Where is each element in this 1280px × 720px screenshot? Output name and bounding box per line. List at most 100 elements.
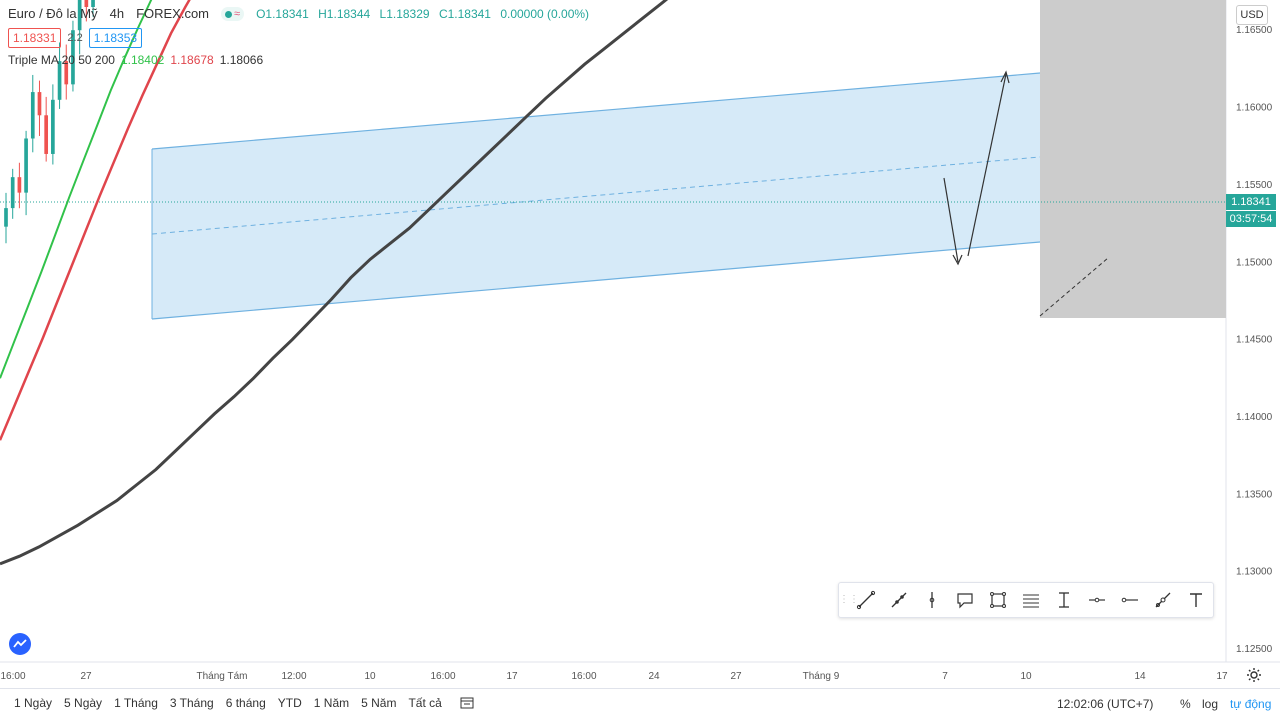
- callout-icon[interactable]: [948, 585, 981, 615]
- spread-value: 2.2: [67, 32, 83, 44]
- close-value: C1.18341: [438, 7, 491, 21]
- price-tick-label: 1.16500: [1236, 25, 1273, 36]
- range-button[interactable]: 3 Tháng: [169, 696, 214, 710]
- tradingview-logo-icon[interactable]: [9, 633, 31, 655]
- candles: [4, 0, 95, 244]
- time-tick-label: 10: [1020, 671, 1032, 682]
- channel-top-line[interactable]: [151, 72, 1041, 150]
- ohlc-values: O1.18341 H1.18344 L1.18329 C1.18341 0.00…: [256, 6, 595, 22]
- time-tick-label: 10: [364, 671, 376, 682]
- fib-trend-dashed-line: [1039, 257, 1109, 317]
- symbol-name[interactable]: Euro / Đô la Mỹ: [8, 6, 98, 21]
- ma200-line: [0, 0, 669, 566]
- range-button[interactable]: 5 Ngày: [64, 696, 103, 710]
- candle-body: [77, 0, 82, 31]
- settings-gear-icon[interactable]: [1246, 667, 1262, 688]
- range-button[interactable]: 1 Tháng: [114, 696, 158, 710]
- time-tick-label: 24: [648, 671, 660, 682]
- time-tick-label: 14: [1134, 671, 1146, 682]
- time-axis-labels: 16:00 27 Tháng Tám 12:00 10 16:00 17 16:00 24 27 T…: [0, 671, 1228, 682]
- candle-body: [57, 61, 62, 100]
- parallel-channel-icon[interactable]: [1014, 585, 1047, 615]
- range-buttons: 1 Ngày 5 Ngày 1 Tháng 3 Tháng 6 tháng YT…: [14, 696, 454, 710]
- last-price-label: 1.18341: [1226, 194, 1276, 210]
- market-status-badge[interactable]: ≈: [221, 7, 245, 21]
- projection-arrow-down[interactable]: [943, 177, 959, 263]
- brush-icon[interactable]: [1146, 585, 1179, 615]
- candle-body: [4, 208, 8, 227]
- ma20-value: 1.18402: [120, 53, 165, 67]
- candle-body: [51, 99, 55, 154]
- range-button[interactable]: 1 Năm: [313, 696, 350, 710]
- bottom-toolbar: 1 Ngày 5 Ngày 1 Tháng 3 Tháng 6 tháng YT…: [0, 688, 1280, 720]
- candle-body: [91, 0, 95, 7]
- projection-arrow-up[interactable]: [967, 73, 1007, 257]
- price-axis-labels: 1.205001.200001.195001.190001.185001.180…: [1236, 25, 1273, 655]
- price-tick-label: 1.14500: [1236, 335, 1273, 346]
- drawing-toolbar: ⋮⋮: [838, 582, 1214, 618]
- time-tick-label: 16:00: [430, 671, 455, 682]
- buy-button[interactable]: 1.18353: [88, 28, 143, 48]
- high-value: H1.18344: [318, 7, 371, 21]
- time-tick-label: Tháng 9: [803, 671, 840, 682]
- projection-arrowhead-down: [952, 254, 963, 266]
- channel-bottom-line[interactable]: [151, 241, 1041, 320]
- drag-handle-icon[interactable]: ⋮⋮: [839, 594, 859, 605]
- horizontal-ray-icon[interactable]: [1080, 585, 1113, 615]
- ma50-value: 1.18678: [170, 53, 214, 67]
- candle-body: [84, 0, 89, 7]
- time-tick-label: Tháng Tám: [197, 671, 248, 682]
- price-tick-label: 1.14000: [1236, 412, 1273, 423]
- time-tick-label: 17: [1216, 671, 1228, 682]
- candle-body: [30, 92, 35, 139]
- candle-body: [10, 177, 15, 209]
- time-tick-label: 17: [506, 671, 518, 682]
- range-button[interactable]: 1 Ngày: [14, 696, 53, 710]
- vertical-line-icon[interactable]: [915, 585, 948, 615]
- price-tick-label: 1.16000: [1236, 103, 1273, 114]
- interval-label[interactable]: 4h: [109, 6, 125, 21]
- exchange-label: FOREX.com: [136, 6, 210, 21]
- time-tick-label: 12:00: [281, 671, 306, 682]
- timezone-clock[interactable]: 12:02:06 (UTC+7): [1057, 697, 1154, 711]
- horizontal-line-icon[interactable]: [1113, 585, 1146, 615]
- currency-button[interactable]: USD: [1236, 5, 1268, 25]
- price-tick-label: 1.13500: [1236, 489, 1273, 500]
- range-button[interactable]: Tất cả: [408, 696, 442, 710]
- price-chart[interactable]: 5(1.20587)4(1.19840)3(1.19092)2(1.18345)…: [0, 0, 1280, 688]
- channel-mid-line[interactable]: [151, 156, 1041, 235]
- log-scale-toggle[interactable]: log: [1202, 697, 1219, 711]
- price-tick-label: 1.12500: [1236, 644, 1273, 655]
- price-tick-label: 1.15000: [1236, 257, 1273, 268]
- ma50-line: [0, 0, 191, 441]
- chart-legend: Euro / Đô la Mỹ 4h FOREX.com ≈ O1.18341 …: [8, 6, 595, 68]
- rectangle-icon[interactable]: [981, 585, 1014, 615]
- time-tick-label: 27: [730, 671, 742, 682]
- ma200-value: 1.18066: [219, 53, 264, 67]
- fib-zone: [1040, 0, 1226, 318]
- candle-body: [64, 61, 69, 85]
- candle-body: [37, 92, 42, 116]
- range-button[interactable]: 6 tháng: [225, 696, 266, 710]
- open-value: O1.18341: [256, 7, 309, 21]
- price-tick-label: 1.13000: [1236, 567, 1273, 578]
- indicator-name[interactable]: Triple MA 20 50 200: [8, 53, 115, 67]
- bar-countdown: 03:57:54: [1226, 211, 1276, 227]
- date-range-calendar-icon[interactable]: [460, 697, 474, 709]
- candle-body: [44, 115, 49, 154]
- range-button[interactable]: YTD: [277, 696, 302, 710]
- ray-icon[interactable]: [882, 585, 915, 615]
- sell-button[interactable]: 1.18331: [8, 28, 62, 48]
- trend-line-icon[interactable]: [849, 585, 882, 615]
- candle-body: [17, 177, 22, 193]
- time-tick-label: 7: [942, 671, 948, 682]
- date-range-icon[interactable]: [1047, 585, 1080, 615]
- auto-scale-toggle[interactable]: tự động: [1230, 697, 1272, 711]
- time-tick-label: 16:00: [571, 671, 596, 682]
- low-value: L1.18329: [379, 7, 430, 21]
- percent-scale-toggle[interactable]: %: [1180, 697, 1191, 711]
- text-icon[interactable]: [1179, 585, 1212, 615]
- time-tick-label: 27: [80, 671, 92, 682]
- range-button[interactable]: 5 Năm: [361, 696, 397, 710]
- price-tick-label: 1.15500: [1236, 180, 1273, 191]
